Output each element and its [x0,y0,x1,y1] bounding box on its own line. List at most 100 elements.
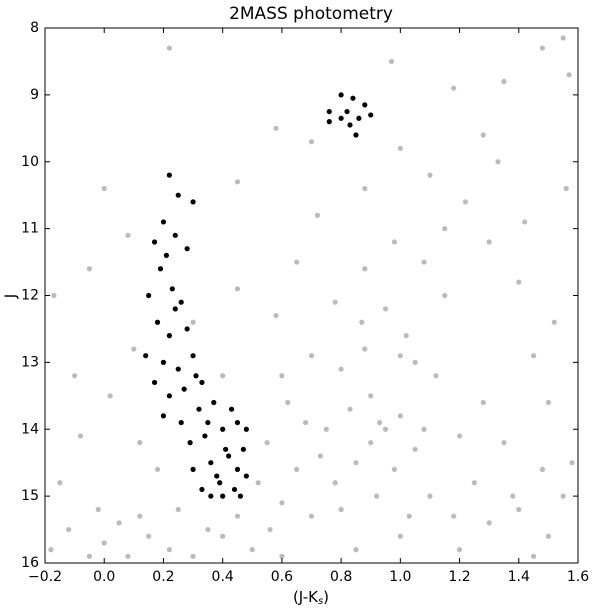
point [57,480,63,486]
point [382,426,389,432]
point [516,279,522,285]
point [220,493,226,499]
point [157,266,164,272]
point [391,466,398,472]
point [344,108,350,115]
point [326,119,332,125]
point [172,232,178,238]
point [391,239,398,245]
y-tick-label: 13 [21,354,39,370]
point [184,246,190,252]
point [160,359,167,365]
point [317,453,323,459]
point [154,466,161,472]
point [190,319,196,325]
point [131,346,137,352]
point [566,72,572,78]
point [243,426,249,432]
point [125,553,131,559]
point [220,373,226,379]
x-tick-label: 0.6 [271,569,293,585]
x-tick-label: 0.0 [93,569,115,585]
point [338,92,344,98]
point [368,112,374,118]
point [166,393,172,399]
point [199,486,205,493]
point [223,446,229,452]
point [234,419,241,426]
y-axis-label: J [2,294,20,299]
point [362,266,368,272]
x-tick-label: 1.4 [508,569,530,585]
point [228,406,235,412]
point [539,466,546,472]
point [480,132,486,138]
point [539,45,546,51]
point [211,399,217,406]
point [234,466,241,472]
point [166,547,172,553]
point [433,373,439,379]
point [225,453,232,459]
point [255,480,261,486]
point [220,426,226,432]
point [273,125,279,131]
point [347,406,353,412]
point [125,232,131,238]
point [243,473,249,479]
x-axis-label-close: ) [323,588,329,606]
point [154,319,161,325]
point [208,460,214,466]
point [362,346,368,352]
point [205,526,211,533]
point [501,440,507,446]
point [101,185,107,192]
point [199,379,205,386]
point [190,199,196,205]
point [237,493,244,499]
point [217,480,223,486]
point [388,58,395,65]
point [530,353,537,359]
point [214,473,220,479]
y-tick-label: 14 [21,421,39,437]
point [279,553,285,559]
point [560,35,566,41]
point [353,547,359,553]
point [451,85,457,91]
point [166,45,172,51]
point [169,286,175,292]
point [190,553,196,559]
plot-frame [44,27,579,564]
point [77,433,84,439]
point [175,506,181,513]
point [101,540,107,546]
point [116,520,122,526]
chart-title: 2MASS photometry [229,4,393,24]
point [143,353,149,359]
point [205,419,211,426]
y-tick-label: 15 [21,488,39,504]
point [231,486,238,493]
point [172,306,178,312]
point [403,333,409,339]
point [368,440,374,446]
point [66,526,72,533]
point [196,406,202,412]
point [495,159,501,165]
x-tick-label: −0.2 [28,569,62,585]
point [368,393,374,399]
point [166,333,172,339]
point [427,493,433,499]
point [175,192,181,198]
point [356,115,362,121]
point [151,239,158,245]
x-axis-label: (J-Ks) [293,588,329,608]
point [551,319,557,325]
point [202,433,208,439]
point [190,353,196,359]
point [95,506,101,513]
point [107,393,113,399]
point [86,553,93,559]
point [510,493,516,499]
